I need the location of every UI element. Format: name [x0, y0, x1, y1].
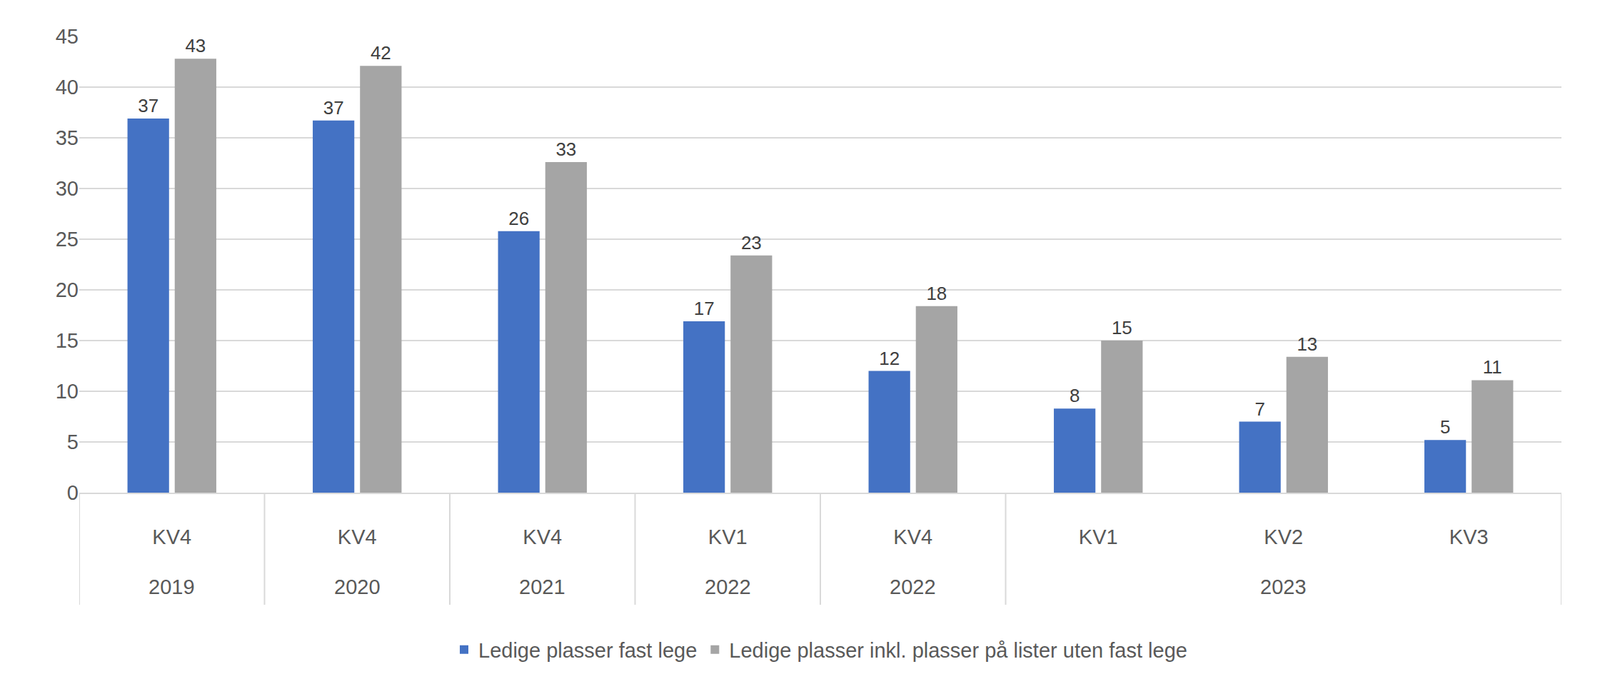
svg-text:2022: 2022: [704, 575, 752, 599]
svg-text:25: 25: [55, 227, 79, 251]
svg-text:20: 20: [55, 278, 79, 302]
svg-text:7: 7: [1254, 398, 1265, 420]
svg-text:KV1: KV1: [708, 525, 748, 549]
svg-text:40: 40: [55, 75, 79, 99]
svg-text:11: 11: [1482, 356, 1503, 378]
svg-text:0: 0: [67, 481, 79, 505]
svg-text:45: 45: [55, 24, 79, 48]
svg-text:35: 35: [55, 126, 79, 150]
svg-text:43: 43: [184, 34, 206, 57]
svg-text:37: 37: [323, 97, 345, 119]
svg-text:Ledige plasser inkl. plasser p: Ledige plasser inkl. plasser på lister u…: [728, 639, 1188, 662]
svg-text:2023: 2023: [1260, 575, 1307, 599]
svg-text:30: 30: [55, 177, 79, 200]
svg-text:2021: 2021: [519, 575, 566, 599]
svg-text:Ledige plasser fast lege: Ledige plasser fast lege: [478, 639, 697, 662]
svg-text:33: 33: [555, 138, 577, 160]
svg-text:KV4: KV4: [152, 525, 192, 549]
svg-text:12: 12: [878, 347, 900, 370]
svg-text:KV3: KV3: [1449, 525, 1489, 549]
svg-text:15: 15: [1111, 317, 1133, 339]
svg-text:KV2: KV2: [1263, 525, 1303, 549]
svg-text:23: 23: [741, 232, 762, 254]
svg-text:KV4: KV4: [522, 525, 562, 549]
svg-text:13: 13: [1296, 333, 1318, 355]
svg-text:18: 18: [926, 282, 947, 305]
svg-text:15: 15: [55, 329, 79, 352]
svg-text:2022: 2022: [889, 575, 937, 599]
svg-text:KV1: KV1: [1078, 525, 1119, 549]
svg-text:8: 8: [1069, 384, 1080, 407]
svg-text:KV4: KV4: [893, 525, 933, 549]
svg-text:17: 17: [693, 297, 715, 320]
svg-text:KV4: KV4: [337, 525, 377, 549]
svg-text:2019: 2019: [148, 575, 195, 599]
svg-text:26: 26: [508, 207, 530, 230]
svg-text:2020: 2020: [334, 575, 381, 599]
svg-text:37: 37: [137, 94, 159, 117]
svg-text:10: 10: [55, 379, 79, 403]
svg-text:5: 5: [67, 430, 79, 454]
svg-text:5: 5: [1440, 416, 1451, 438]
svg-text:42: 42: [370, 42, 392, 64]
